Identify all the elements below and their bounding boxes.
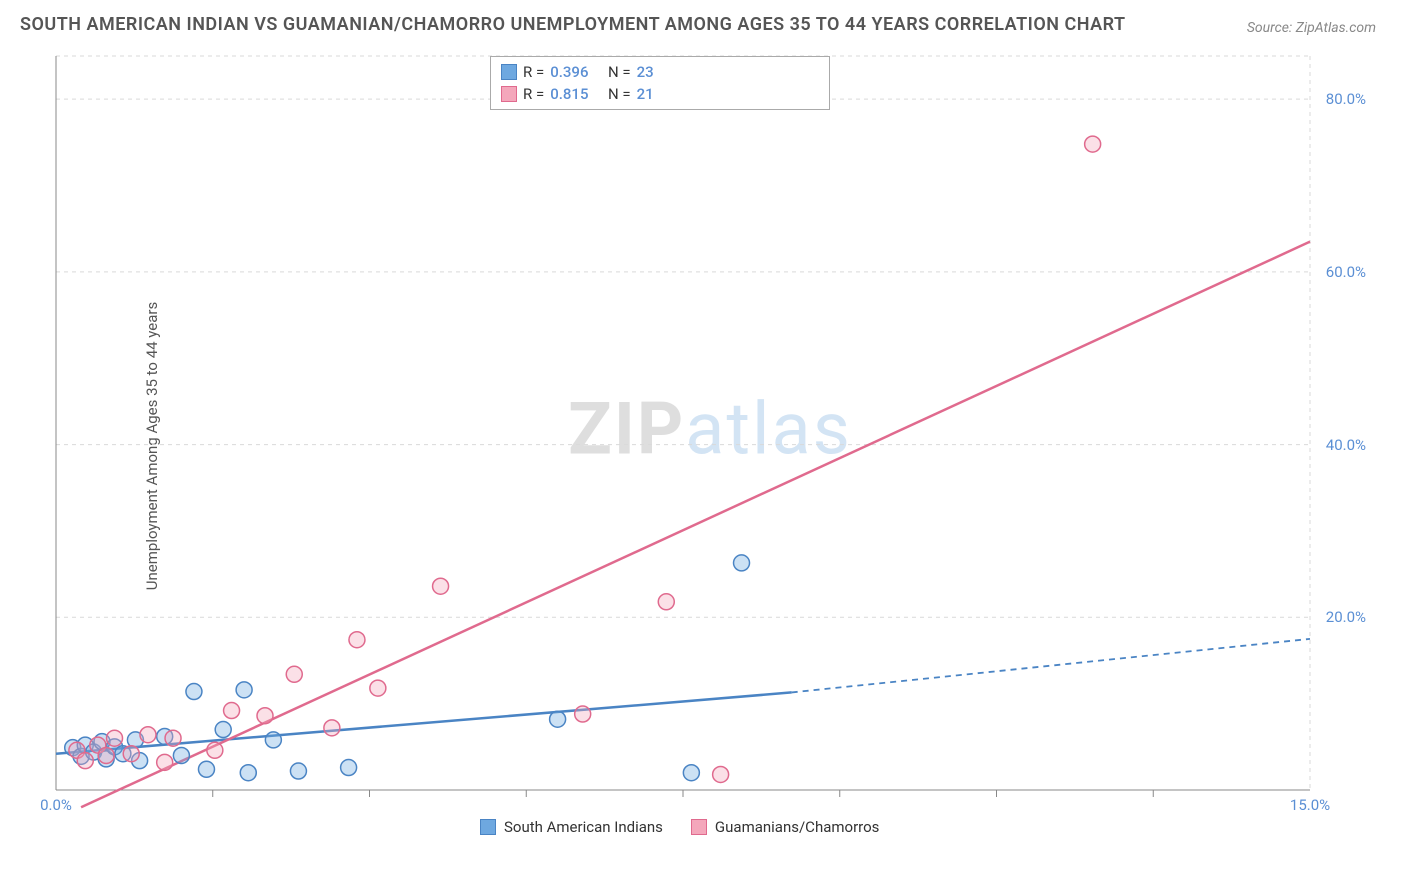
source-credit: Source: ZipAtlas.com [1247, 20, 1376, 36]
swatch-pink [501, 86, 517, 102]
series-legend: South American Indians Guamanians/Chamor… [480, 818, 879, 836]
y-tick-label: 40.0% [1326, 436, 1366, 454]
legend-label-1: Guamanians/Chamorros [715, 818, 879, 836]
chart-svg [50, 50, 1370, 840]
legend-item-0: South American Indians [480, 818, 663, 836]
n-label: N = [608, 85, 631, 103]
n-label: N = [608, 63, 631, 81]
x-tick-label: 15.0% [1290, 796, 1330, 814]
x-tick-label: 0.0% [40, 796, 72, 814]
source-prefix: Source: [1247, 20, 1296, 36]
n-value-0: 23 [637, 63, 654, 81]
source-link[interactable]: ZipAtlas.com [1296, 20, 1376, 36]
swatch-pink [691, 819, 707, 835]
legend-row-1: R = 0.815 N = 21 [501, 83, 819, 105]
legend-row-0: R = 0.396 N = 23 [501, 61, 819, 83]
legend-item-1: Guamanians/Chamorros [691, 818, 879, 836]
r-value-1: 0.815 [550, 85, 588, 103]
y-tick-label: 20.0% [1326, 608, 1366, 626]
chart-title: SOUTH AMERICAN INDIAN VS GUAMANIAN/CHAMO… [20, 14, 1126, 35]
swatch-blue [501, 64, 517, 80]
r-value-0: 0.396 [550, 63, 588, 81]
r-label: R = [523, 63, 544, 81]
legend-label-0: South American Indians [504, 818, 663, 836]
r-label: R = [523, 85, 544, 103]
plot-area: ZIPatlas R = 0.396 N = 23 R = 0.815 N = … [50, 50, 1370, 840]
swatch-blue [480, 819, 496, 835]
y-tick-label: 60.0% [1326, 263, 1366, 281]
n-value-1: 21 [637, 85, 654, 103]
y-tick-label: 80.0% [1326, 90, 1366, 108]
correlation-legend: R = 0.396 N = 23 R = 0.815 N = 21 [490, 56, 830, 110]
